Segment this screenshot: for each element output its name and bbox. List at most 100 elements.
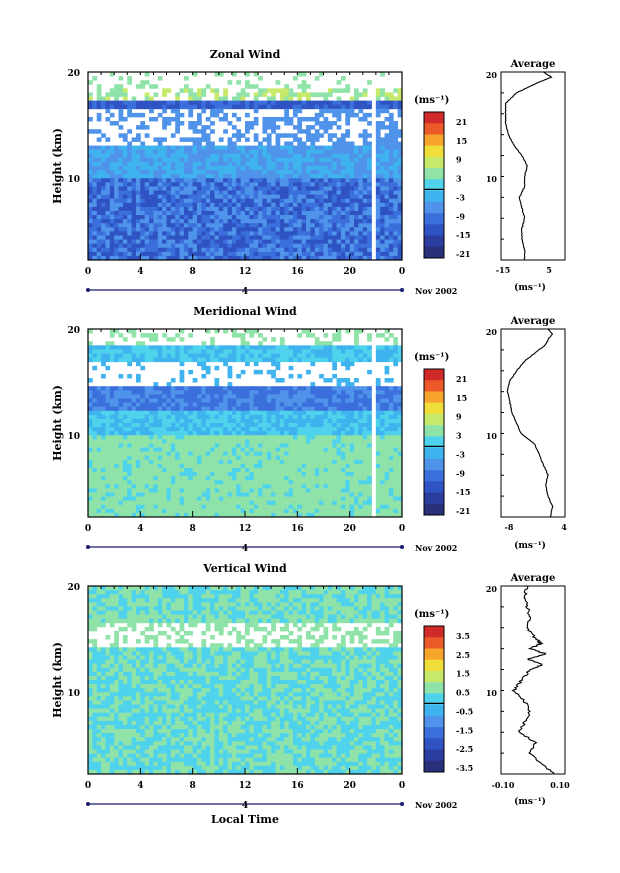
heatmap-cell: [266, 202, 272, 208]
heatmap-cell: [114, 500, 119, 506]
heatmap-cell: [345, 149, 351, 155]
heatmap-cell: [323, 194, 329, 200]
heatmap-cell: [88, 357, 93, 363]
heatmap-cell: [262, 145, 268, 151]
heatmap-cell: [101, 219, 106, 224]
heatmap-cell: [310, 251, 316, 257]
heatmap-cell: [166, 345, 172, 350]
heatmap-cell: [88, 459, 93, 465]
heatmap-cell: [327, 345, 333, 350]
heatmap-cell: [223, 476, 228, 481]
heatmap-cell: [135, 255, 141, 261]
heatmap-cell: [192, 459, 198, 465]
heatmap-cell: [266, 210, 272, 216]
heatmap-cell: [271, 202, 276, 208]
heatmap-cell: [205, 349, 211, 354]
heatmap-cell: [118, 480, 124, 485]
heatmap-cell: [236, 255, 242, 261]
heatmap-cell: [118, 231, 124, 236]
heatmap-cell: [118, 100, 124, 106]
heatmap-cell: [231, 112, 237, 118]
heatmap-cell: [162, 504, 167, 510]
heatmap-cell: [292, 182, 298, 187]
heatmap-cell: [258, 447, 263, 453]
heatmap-cell: [249, 166, 255, 171]
heatmap-cell: [336, 357, 342, 363]
heatmap-cell: [175, 166, 180, 171]
heatmap-cell: [101, 508, 106, 514]
heatmap-cell: [245, 170, 250, 175]
heatmap-cell: [101, 496, 106, 502]
heatmap-cell: [223, 349, 228, 354]
heatmap-cell: [223, 496, 228, 502]
heatmap-cell: [323, 394, 329, 399]
heatmap-cell: [114, 239, 119, 245]
heatmap-cell: [118, 166, 124, 171]
heatmap-cell: [292, 251, 298, 257]
heatmap-cell: [384, 133, 390, 138]
heatmap-cell: [262, 92, 268, 97]
heatmap-cell: [384, 161, 390, 167]
heatmap-cell: [279, 161, 285, 167]
heatmap-cell: [96, 435, 102, 440]
heatmap-cell: [279, 492, 285, 497]
heatmap-cell: [92, 455, 98, 461]
heatmap-cell: [345, 345, 351, 350]
heatmap-cell: [231, 72, 237, 77]
colorbar-swatch: [424, 156, 444, 169]
heatmap-cell: [92, 251, 98, 257]
heatmap-cell: [101, 174, 106, 179]
heatmap-cell: [122, 504, 128, 510]
heatmap-cell: [271, 373, 276, 379]
heatmap-cell: [140, 333, 146, 338]
heatmap-cell: [153, 496, 159, 502]
heatmap-cell: [279, 451, 285, 457]
heatmap-cell: [88, 353, 93, 359]
heatmap-cell: [388, 145, 394, 151]
heatmap-cell: [118, 243, 124, 249]
heatmap-cell: [288, 104, 294, 110]
heatmap-cell: [388, 149, 394, 155]
heatmap-cell: [236, 170, 242, 175]
heatmap-cell: [279, 190, 285, 196]
heatmap-cell: [109, 431, 115, 436]
heatmap-cell: [253, 427, 259, 432]
heatmap-cell: [319, 349, 324, 354]
heatmap-cell: [323, 161, 329, 167]
heatmap-cell: [345, 406, 351, 412]
heatmap-cell: [166, 349, 172, 354]
heatmap-cell: [266, 133, 272, 138]
heatmap-cell: [96, 484, 102, 489]
heatmap-cell: [340, 255, 346, 261]
heatmap-cell: [336, 455, 342, 461]
heatmap-cell: [175, 386, 180, 391]
heatmap-cell: [135, 378, 141, 383]
heatmap-cell: [266, 394, 272, 399]
colorbar-swatch: [424, 213, 444, 225]
heatmap-cell: [114, 104, 119, 110]
heatmap-cell: [323, 104, 329, 110]
heatmap-cell: [349, 178, 355, 183]
heatmap-cell: [314, 251, 320, 257]
heatmap-cell: [266, 231, 272, 236]
heatmap-cell: [170, 337, 176, 342]
heatmap-cell: [349, 435, 355, 440]
heatmap-cell: [170, 243, 176, 249]
heatmap-cell: [127, 223, 133, 228]
heatmap-cell: [393, 206, 399, 212]
heatmap-cell: [88, 410, 93, 416]
heatmap-cell: [109, 451, 115, 457]
heatmap-cell: [279, 431, 285, 436]
heatmap-cell: [245, 349, 250, 354]
heatmap-cell: [88, 508, 93, 514]
heatmap-cell: [118, 406, 124, 412]
colorbar-swatch: [424, 224, 444, 236]
heatmap-cell: [118, 512, 124, 518]
profile-y-tick: 20: [486, 70, 498, 80]
heatmap-cell: [192, 202, 198, 208]
heatmap-cell: [109, 329, 115, 334]
heatmap-cell: [297, 170, 303, 175]
heatmap-cell: [354, 166, 359, 171]
heatmap-cell: [275, 427, 281, 432]
profile-x-label: (ms⁻¹): [514, 282, 546, 293]
